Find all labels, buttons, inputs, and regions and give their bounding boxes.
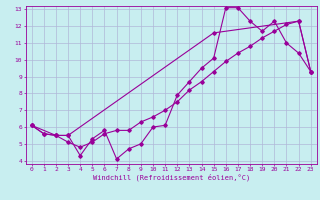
X-axis label: Windchill (Refroidissement éolien,°C): Windchill (Refroidissement éolien,°C) — [92, 174, 250, 181]
